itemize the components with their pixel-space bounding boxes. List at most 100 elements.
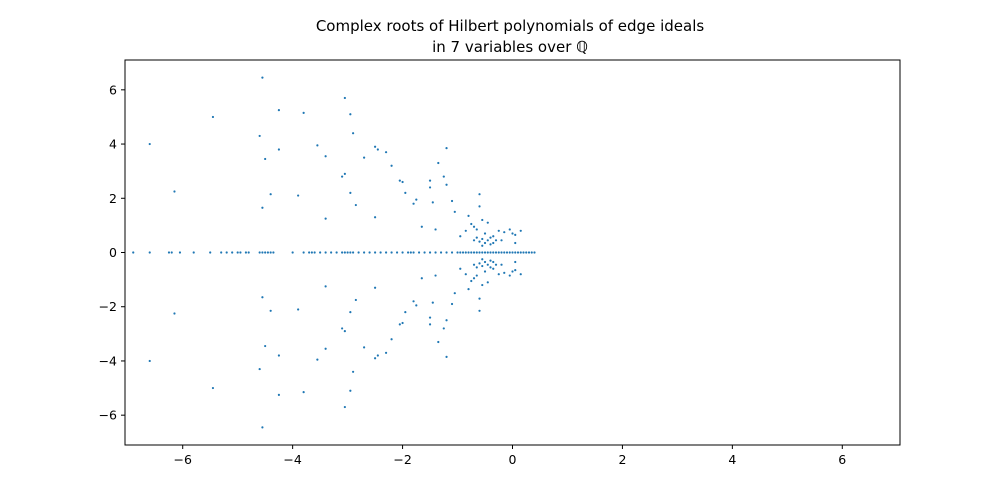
complex-root-point <box>519 229 522 232</box>
real-root-point <box>464 251 467 254</box>
complex-root-point <box>343 96 346 100</box>
real-root-point <box>209 251 212 254</box>
complex-root-point-conjugate <box>467 288 470 291</box>
complex-root-point <box>277 109 280 112</box>
complex-root-point-conjugate <box>148 359 151 363</box>
complex-root-point-conjugate <box>445 319 448 322</box>
real-root-point <box>231 251 234 254</box>
complex-root-point <box>264 157 267 161</box>
real-root-point <box>167 251 171 254</box>
complex-root-point <box>316 144 319 147</box>
complex-root-point-conjugate <box>492 267 495 270</box>
real-root-point <box>423 251 426 254</box>
complex-root-point-conjugate <box>494 263 498 266</box>
complex-root-point-conjugate <box>434 274 437 277</box>
complex-root-point <box>472 225 476 228</box>
complex-root-point <box>384 151 388 154</box>
complex-root-point <box>373 145 377 148</box>
complex-root-point-conjugate <box>483 260 487 264</box>
complex-root-point <box>475 228 478 231</box>
real-root-point <box>170 251 173 254</box>
complex-root-point <box>211 115 215 119</box>
complex-root-point-conjugate <box>437 340 440 344</box>
real-root-point <box>406 251 410 254</box>
complex-root-point <box>489 243 492 246</box>
complex-root-point <box>363 156 366 159</box>
complex-root-point-conjugate <box>503 271 506 274</box>
real-root-point <box>412 251 415 254</box>
complex-root-point-conjugate <box>472 277 476 280</box>
real-root-point <box>508 251 511 254</box>
real-root-point <box>483 251 487 254</box>
complex-root-point-conjugate <box>277 354 280 357</box>
complex-root-point <box>341 175 344 178</box>
real-root-point <box>148 251 151 254</box>
complex-root-point-conjugate <box>415 304 418 307</box>
real-root-point <box>319 251 322 254</box>
complex-root-point-conjugate <box>511 270 514 273</box>
x-tick-label: −4 <box>283 452 301 467</box>
complex-root-point <box>302 111 305 114</box>
real-root-point <box>178 251 182 254</box>
complex-root-point-conjugate <box>478 262 481 265</box>
scatter-points <box>132 76 536 429</box>
real-root-point <box>132 251 135 254</box>
real-root-point <box>324 251 327 254</box>
complex-root-point <box>508 228 511 231</box>
complex-root-point-conjugate <box>450 302 454 306</box>
complex-root-point <box>489 236 492 239</box>
y-axis: −6 −4 −2 0 2 4 6 <box>99 82 125 423</box>
real-root-point <box>395 251 399 254</box>
x-tick-label: 2 <box>618 452 626 467</box>
complex-root-point-conjugate <box>514 260 517 264</box>
real-root-point <box>266 251 270 254</box>
complex-root-point <box>478 240 481 243</box>
complex-root-point <box>497 229 500 232</box>
complex-root-point-conjugate <box>508 274 511 277</box>
complex-root-point-conjugate <box>363 346 366 349</box>
real-root-point <box>310 251 313 254</box>
complex-root-point-conjugate <box>492 260 495 264</box>
complex-root-point-conjugate <box>324 347 327 350</box>
complex-root-point <box>376 148 379 151</box>
real-root-point <box>478 251 481 254</box>
complex-root-point <box>431 201 434 204</box>
real-root-point <box>445 251 448 254</box>
real-root-point <box>527 251 531 254</box>
real-root-point <box>192 251 195 254</box>
y-tick-label: 2 <box>109 191 117 206</box>
real-root-point <box>330 251 333 254</box>
complex-root-point-conjugate <box>481 258 484 261</box>
real-root-point <box>401 251 404 254</box>
x-tick-label: 4 <box>728 452 736 467</box>
complex-root-point <box>297 194 300 197</box>
x-tick-label: 6 <box>838 452 846 467</box>
x-tick-label: −6 <box>173 452 191 467</box>
complex-root-point <box>478 193 481 196</box>
complex-root-point-conjugate <box>464 273 467 276</box>
complex-root-point <box>398 179 401 182</box>
complex-root-point <box>486 221 489 224</box>
real-root-point <box>439 251 443 254</box>
y-tick-label: 0 <box>109 245 117 260</box>
real-root-point <box>475 251 478 254</box>
x-axis: −6 −4 −2 0 2 4 6 <box>173 445 846 467</box>
real-root-point <box>269 251 272 254</box>
complex-root-point-conjugate <box>343 405 346 409</box>
complex-root-point <box>258 134 261 138</box>
x-tick-label: −2 <box>393 452 411 467</box>
real-root-point <box>343 251 346 254</box>
complex-root-point-conjugate <box>352 370 355 373</box>
chart-subtitle: in 7 variables over ℚ <box>432 38 588 56</box>
complex-root-point-conjugate <box>500 263 503 266</box>
complex-root-point <box>415 198 418 201</box>
complex-root-point-conjugate <box>478 309 481 312</box>
complex-root-point <box>343 172 346 175</box>
complex-root-point <box>514 241 517 245</box>
real-root-point <box>503 251 506 254</box>
complex-root-point-conjugate <box>173 312 176 315</box>
real-root-point <box>489 251 492 254</box>
real-root-point <box>244 251 248 254</box>
complex-root-point-conjugate <box>373 286 377 289</box>
complex-root-point <box>500 239 503 242</box>
